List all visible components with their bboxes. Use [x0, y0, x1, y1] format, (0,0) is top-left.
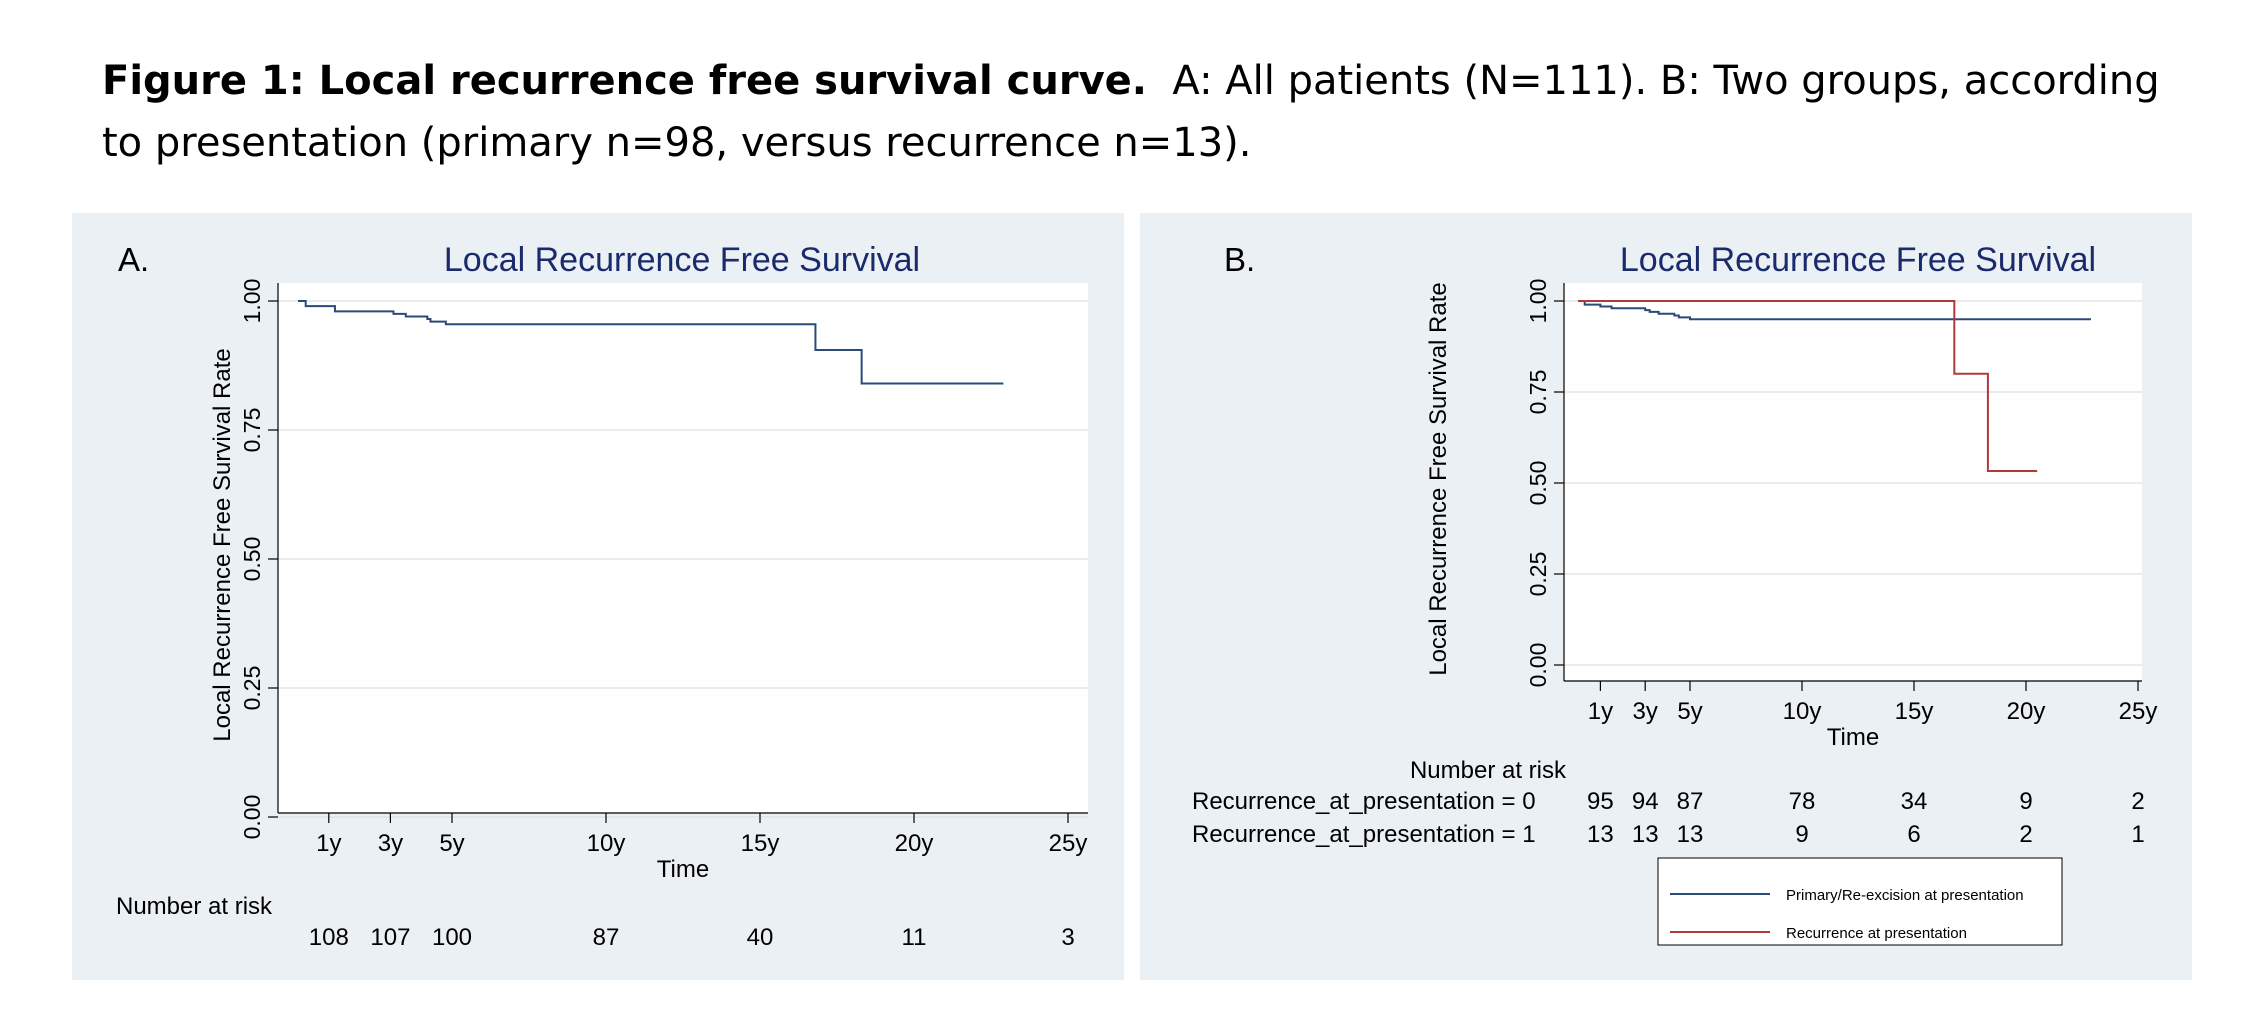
chart-b-series-line — [1578, 300, 2091, 321]
chart-b-risk-value: 1 — [2131, 821, 2144, 848]
chart-a-y-tick-label: 0.00 — [239, 795, 265, 840]
chart-b-y-tick-label: 0.75 — [1525, 370, 1551, 415]
chart-b-x-tick-label: 5y — [1677, 698, 1702, 725]
chart-a-series-line — [298, 300, 1004, 385]
chart-b-x-tick-label: 1y — [1588, 698, 1613, 725]
chart-b-risk-value: 13 — [1632, 821, 1659, 848]
chart-b-x-axis-title: Time — [1827, 724, 1879, 751]
chart-b-risk-value: 78 — [1789, 788, 1816, 815]
chart-b-chart-title: Local Recurrence Free Survival — [1620, 241, 2096, 279]
chart-b-risk-value: 94 — [1632, 788, 1659, 815]
chart-b-x-tick-label: 10y — [1783, 698, 1822, 725]
caption-rest: A: All patients (N=111). B: Two groups, … — [102, 58, 2160, 166]
chart-b-risk-value: 9 — [2019, 788, 2032, 815]
panel-b: B. 0.00 0.25 0.50 0.75 1.00 1y 3y 5y 10y 15y 20y 25y… — [1140, 213, 2192, 980]
chart-b-risk-value: 9 — [1795, 821, 1808, 848]
chart-b-risk-value: 6 — [1907, 821, 1920, 848]
chart-b-risk-value: 13 — [1677, 821, 1704, 848]
chart-b-y-tick-label: 1.00 — [1525, 279, 1551, 324]
chart-a-risk-value: 108 — [309, 924, 349, 951]
chart-b-risk-value: 2 — [2131, 788, 2144, 815]
chart-b-legend-label: Primary/Re-excision at presentation — [1786, 887, 2024, 904]
chart-b-risk-value: 95 — [1587, 788, 1614, 815]
chart-a-panel-label: A. — [118, 241, 149, 278]
panel-a: A. 0.00 0.25 0.50 0.75 1.00 1y 3y 5y 10y 15y 20y 25y… — [72, 213, 1124, 980]
chart-a-risk-value: 107 — [370, 924, 410, 951]
chart-a-risk-value: 40 — [747, 924, 774, 951]
chart-a-x-axis-title: Time — [657, 856, 709, 883]
chart-a-x-tick-label: 3y — [378, 830, 403, 857]
caption-bold: Figure 1: Local recurrence free survival… — [102, 58, 1147, 104]
chart-a-x-tick-label: 10y — [587, 830, 626, 857]
chart-b-risk-value: 34 — [1901, 788, 1928, 815]
chart-b-risk-row-label: Recurrence_at_presentation = 0 — [1192, 788, 1536, 815]
chart-a-risk-value: 100 — [432, 924, 472, 951]
chart-b-y-axis-title: Local Recurrence Free Survival Rate — [1425, 282, 1452, 676]
chart-b-x-tick-label: 15y — [1895, 698, 1934, 725]
chart-b-risk-value: 13 — [1587, 821, 1614, 848]
chart-a-svg: A. 0.00 0.25 0.50 0.75 1.00 1y 3y 5y 10y 15y 20y 25y… — [116, 241, 1088, 951]
chart-a-risk-header: Number at risk — [116, 893, 273, 920]
chart-a-risk-value: 3 — [1061, 924, 1074, 951]
chart-a-x-tick-label: 25y — [1049, 830, 1088, 857]
chart-a-risk-value: 87 — [593, 924, 620, 951]
chart-b-panel-label: B. — [1224, 241, 1255, 278]
chart-b-plot-area — [1564, 283, 2142, 681]
chart-a-x-tick-label: 20y — [895, 830, 934, 857]
chart-a-y-axis-title: Local Recurrence Free Survival Rate — [209, 348, 236, 742]
figure-caption: Figure 1: Local recurrence free survival… — [102, 50, 2182, 174]
chart-a-y-tick-label: 0.25 — [239, 666, 265, 711]
chart-b-y-tick-label: 0.25 — [1525, 552, 1551, 597]
chart-b-svg: B. 0.00 0.25 0.50 0.75 1.00 1y 3y 5y 10y 15y 20y 25y… — [1192, 241, 2158, 946]
chart-b-x-tick-label: 3y — [1633, 698, 1658, 725]
chart-a-x-tick-label: 1y — [316, 830, 341, 857]
chart-b-x-tick-label: 25y — [2119, 698, 2158, 725]
chart-b-legend-box — [1657, 857, 2063, 946]
chart-b-risk-value: 2 — [2019, 821, 2032, 848]
chart-b-y-tick-label: 0.50 — [1525, 461, 1551, 506]
chart-a-chart-title: Local Recurrence Free Survival — [444, 241, 920, 279]
chart-b-risk-header: Number at risk — [1410, 757, 1567, 784]
chart-a-y-tick-label: 0.50 — [239, 537, 265, 582]
chart-b-risk-value: 87 — [1677, 788, 1704, 815]
chart-a-plot-area — [278, 283, 1088, 813]
chart-a-y-tick-label: 0.75 — [239, 408, 265, 453]
chart-a-x-tick-label: 5y — [439, 830, 464, 857]
chart-b-risk-row-label: Recurrence_at_presentation = 1 — [1192, 821, 1536, 848]
chart-a-y-tick-label: 1.00 — [239, 279, 265, 324]
chart-b-legend-label: Recurrence at presentation — [1786, 925, 1967, 942]
chart-b-series-line — [1578, 300, 2038, 472]
chart-b-y-tick-label: 0.00 — [1525, 643, 1551, 688]
chart-a-x-tick-label: 15y — [741, 830, 780, 857]
chart-a-risk-value: 11 — [902, 924, 927, 951]
chart-b-x-tick-label: 20y — [2007, 698, 2046, 725]
